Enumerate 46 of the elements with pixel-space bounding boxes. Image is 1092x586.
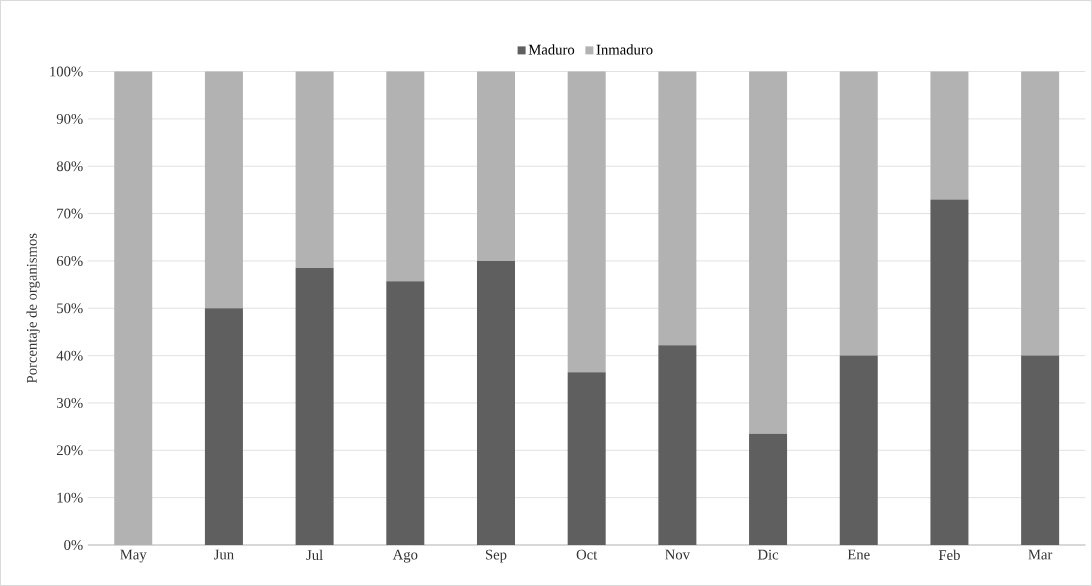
x-tick-label: Jun: [214, 549, 234, 560]
y-axis-title: Porcentaje de organismos: [26, 233, 40, 384]
bar: [749, 433, 788, 546]
bar: [476, 260, 515, 546]
bar: [1021, 71, 1060, 356]
bar: [1021, 355, 1060, 546]
bar: [930, 71, 969, 200]
x-tick-label: May: [120, 549, 147, 563]
bar: [476, 71, 515, 261]
x-tick-label: Sep: [485, 549, 507, 563]
bar: [930, 199, 969, 546]
y-tick-label: 60%: [56, 256, 83, 266]
x-tick-label: Oct: [576, 549, 598, 560]
x-tick-label: Feb: [938, 549, 960, 561]
y-tick-label: 0%: [64, 540, 83, 551]
y-tick-label: 20%: [56, 445, 83, 456]
y-tick-label: 90%: [56, 113, 83, 124]
legend-label: Inmaduro: [596, 44, 653, 55]
y-tick-label: 80%: [56, 161, 83, 172]
y-tick-label: 50%: [57, 303, 83, 314]
x-tick-label: Dic: [757, 549, 779, 560]
x-tick-label: Nov: [665, 549, 691, 560]
x-tick-label: Mar: [1028, 549, 1053, 560]
bar: [114, 71, 153, 546]
y-tick-label: 10%: [57, 492, 83, 503]
bar: [295, 268, 334, 546]
y-tick-label: 70%: [57, 208, 83, 219]
x-tick-label: Ago: [392, 549, 418, 563]
bar: [839, 355, 878, 546]
bar: [658, 345, 697, 546]
bar: [839, 71, 878, 356]
y-tick-label: 100%: [50, 66, 83, 77]
legend-label: Maduro: [528, 44, 575, 55]
y-tick-label: 40%: [56, 350, 83, 361]
bar: [386, 281, 425, 546]
x-tick-label: Jul: [306, 549, 323, 561]
bar: [386, 71, 425, 282]
bar: [749, 71, 788, 434]
x-tick-label: Ene: [847, 549, 870, 560]
bar: [567, 372, 606, 546]
y-tick-label: 30%: [57, 398, 83, 408]
bar: [295, 71, 334, 269]
bar: [204, 71, 243, 309]
bar: [567, 71, 606, 373]
bar: [204, 308, 243, 546]
bar: [658, 71, 697, 346]
